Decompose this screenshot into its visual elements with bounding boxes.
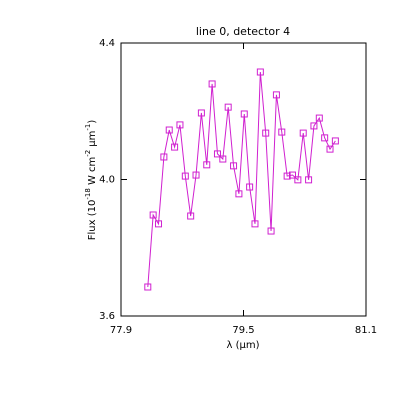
point-marker xyxy=(315,114,323,122)
y-label-part: Flux (10 xyxy=(87,200,98,241)
x-axis-label: λ (μm) xyxy=(226,340,259,351)
point-marker xyxy=(331,137,339,145)
y-axis-label: Flux (10-18 W cm-2 μm-1) xyxy=(84,120,98,241)
y-label-part: μm xyxy=(87,131,98,147)
point-marker xyxy=(187,212,195,220)
point-marker xyxy=(272,91,280,99)
point-marker xyxy=(289,171,296,179)
point-marker xyxy=(326,145,334,153)
x-tick-label: 77.9 xyxy=(110,325,132,336)
x-tick-label: 79.5 xyxy=(232,325,254,336)
y-label-part: W cm xyxy=(87,157,98,188)
point-marker xyxy=(299,129,307,137)
point-marker xyxy=(230,162,238,170)
point-marker xyxy=(144,283,152,291)
point-marker xyxy=(256,68,264,76)
point-marker xyxy=(197,109,205,117)
point-marker xyxy=(262,129,270,137)
point-marker xyxy=(165,126,173,134)
point-marker xyxy=(176,121,184,129)
point-marker xyxy=(321,134,329,142)
x-tick-label: 81.1 xyxy=(355,325,377,336)
plot-frame xyxy=(120,42,367,317)
y-tick-label: 4.4 xyxy=(99,38,115,49)
y-label-sup: -18 xyxy=(84,188,92,199)
point-marker xyxy=(267,227,275,235)
point-marker xyxy=(208,80,216,88)
point-marker xyxy=(283,172,291,180)
y-tick-label: 3.6 xyxy=(99,311,115,322)
point-marker xyxy=(219,155,227,163)
point-marker xyxy=(235,190,243,198)
point-marker xyxy=(181,172,189,180)
chart-title: line 0, detector 4 xyxy=(196,25,290,38)
point-marker xyxy=(224,103,232,111)
point-marker xyxy=(213,150,221,158)
point-marker xyxy=(278,128,286,136)
point-marker xyxy=(155,220,163,228)
y-tick-label: 4.0 xyxy=(99,175,115,186)
point-marker xyxy=(240,110,248,118)
point-marker xyxy=(203,161,211,169)
point-marker xyxy=(294,176,302,184)
point-marker xyxy=(149,211,157,219)
y-label-sup: -1 xyxy=(84,124,92,131)
y-label-sup: -2 xyxy=(84,150,92,157)
point-marker xyxy=(251,220,259,228)
point-marker xyxy=(246,183,254,191)
point-marker xyxy=(171,143,179,151)
y-label-part: ) xyxy=(87,120,98,124)
point-marker xyxy=(160,153,168,161)
point-marker xyxy=(310,122,318,130)
point-marker xyxy=(192,171,200,179)
point-marker xyxy=(305,176,313,184)
series-line xyxy=(147,71,336,288)
